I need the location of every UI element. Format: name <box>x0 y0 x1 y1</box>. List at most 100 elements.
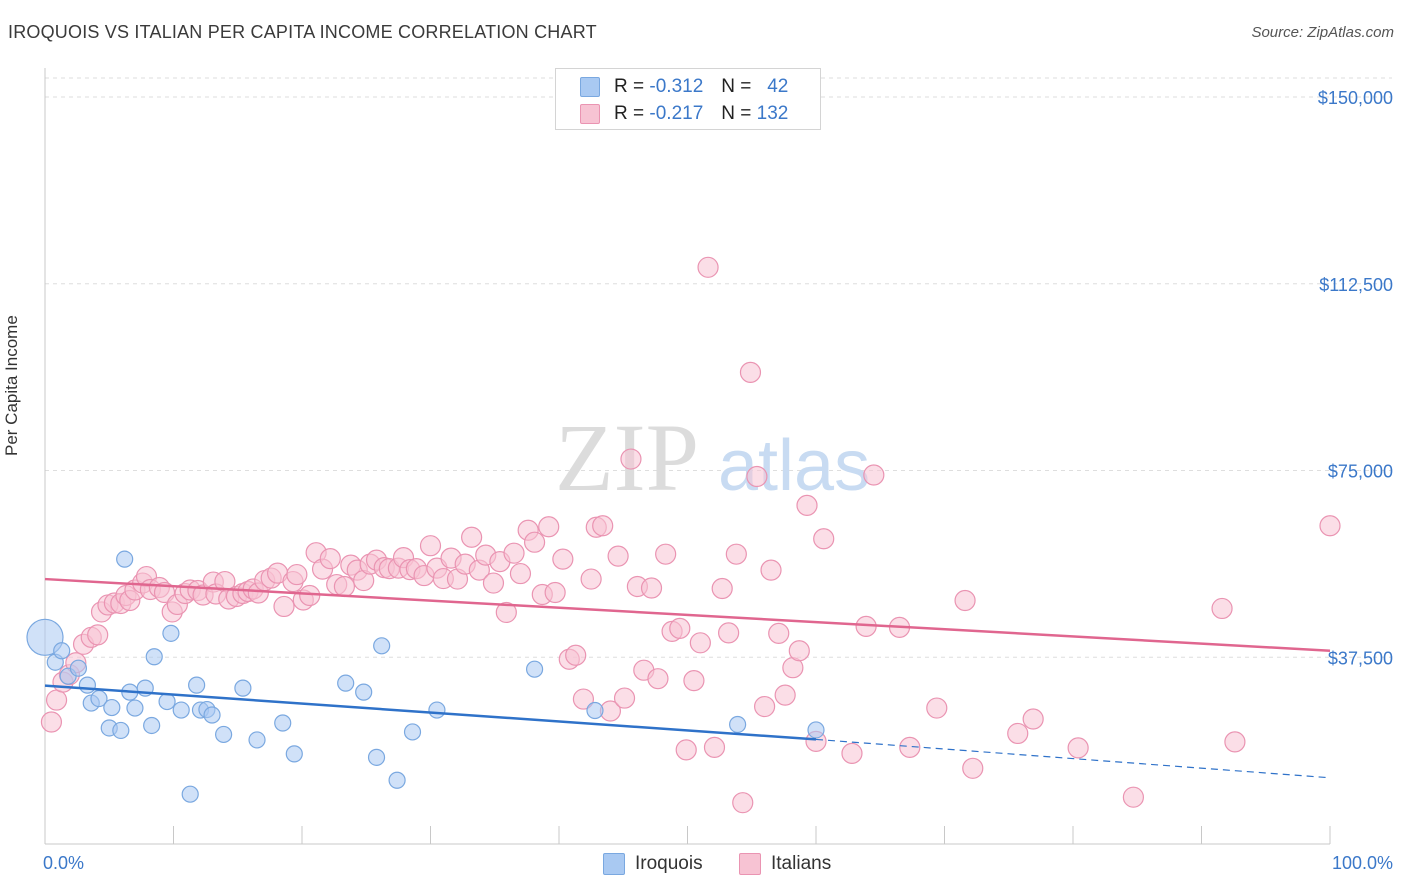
italians-point <box>286 563 308 586</box>
italians-point <box>962 757 984 779</box>
italians-point <box>954 589 976 612</box>
trend-lines <box>44 577 1331 779</box>
italians-point <box>725 543 747 565</box>
bottom-legend-italians: Italians <box>739 851 831 877</box>
iroquois-point <box>188 676 206 694</box>
legend-n-value: 42 <box>767 76 789 97</box>
legend-row-iroquois: R = -0.312 N = 42 <box>580 75 788 99</box>
italians-point <box>580 568 602 590</box>
bottom-legend-label-italians: Italians <box>771 853 832 874</box>
italians-point <box>863 464 885 486</box>
italians-point <box>640 577 663 599</box>
iroquois-point <box>103 698 121 717</box>
italians-point <box>544 581 566 604</box>
italians-point <box>565 644 587 666</box>
italians-point <box>768 622 790 644</box>
italians-point <box>620 448 642 470</box>
italians-point <box>607 545 629 567</box>
iroquois-point <box>285 745 303 763</box>
iroquois-trend-extension <box>815 738 1331 779</box>
italians-point <box>503 542 525 564</box>
iroquois-point <box>162 624 180 642</box>
y-tick-label: $37,500 <box>1328 648 1393 668</box>
italians-point <box>774 684 796 706</box>
iroquois-point <box>525 660 544 678</box>
italians-point <box>592 515 614 537</box>
italians-point <box>753 695 776 718</box>
italians-point <box>552 548 574 570</box>
italians-point <box>1319 515 1341 537</box>
iroquois-point <box>78 676 97 694</box>
italians-point <box>683 670 705 692</box>
italians-point <box>572 688 595 710</box>
legend-n-value: 132 <box>756 103 789 124</box>
iroquois-point <box>729 715 747 734</box>
italians-point <box>461 526 483 548</box>
iroquois-point <box>234 679 252 697</box>
italians-point <box>655 543 677 565</box>
correlation-legend: R = -0.312 N = 42 R = -0.217 N = 132 <box>555 68 821 130</box>
legend-r-value: -0.312 <box>649 76 704 97</box>
iroquois-point <box>274 714 292 732</box>
legend-n-label: N = <box>721 76 752 97</box>
italians-point <box>40 711 63 733</box>
iroquois-point <box>428 701 446 719</box>
italians-point <box>419 535 442 557</box>
iroquois-point <box>116 550 134 568</box>
italians-point <box>1007 722 1029 745</box>
bottom-legend-swatch-iroquois <box>603 853 625 875</box>
italians-point <box>45 689 68 711</box>
x-tick-label: 0.0% <box>43 853 84 873</box>
italians-point <box>697 256 719 278</box>
italians-point <box>689 632 711 654</box>
italians-point <box>482 572 505 594</box>
iroquois-point <box>215 725 233 744</box>
bottom-legend-swatch-italians <box>739 853 761 875</box>
legend-row-italians: R = -0.217 N = 132 <box>580 102 788 126</box>
italians-point <box>813 528 835 550</box>
iroquois-point <box>403 723 422 741</box>
italians-point <box>718 622 740 644</box>
iroquois-point <box>143 716 161 735</box>
y-tick-label: $75,000 <box>1328 462 1393 482</box>
y-tick-label: $150,000 <box>1318 88 1393 108</box>
source-label: Source: ZipAtlas.com <box>1251 24 1394 41</box>
iroquois-point <box>248 731 266 749</box>
bottom-legend-label-iroquois: Iroquois <box>635 853 703 874</box>
italians-point <box>796 494 818 516</box>
italians-point <box>1211 597 1233 620</box>
italians-point <box>1022 708 1044 730</box>
watermark-atlas: atlas <box>718 426 870 506</box>
italians-point <box>87 624 109 646</box>
y-tick-labels: $37,500 $75,000 $112,500 $150,000 <box>1318 88 1393 668</box>
italians-point <box>319 548 341 570</box>
iroquois-point <box>203 706 221 724</box>
gridlines <box>45 77 1392 658</box>
italians-point <box>899 736 921 758</box>
italians-point <box>1067 737 1089 759</box>
iroquois-point <box>112 721 130 740</box>
x-tick-label: 100.0% <box>1332 853 1393 873</box>
iroquois-point <box>355 683 373 701</box>
iroquois-point <box>126 699 144 717</box>
italians-point <box>333 575 356 598</box>
legend-n-label: N = <box>721 103 752 124</box>
y-tick-label: $112,500 <box>1319 275 1393 295</box>
italians-point <box>647 668 669 690</box>
italians-point <box>523 531 546 553</box>
italians-point <box>538 516 560 538</box>
bottom-legend-iroquois: Iroquois <box>603 851 703 877</box>
iroquois-point <box>181 785 199 803</box>
italians-point <box>926 697 948 719</box>
italians-point <box>788 640 810 662</box>
italians-points <box>40 256 1341 814</box>
iroquois-point <box>388 771 406 789</box>
italians-point <box>495 601 517 624</box>
iroquois-point <box>69 659 88 677</box>
legend-r-value: -0.217 <box>649 103 704 124</box>
italians-point <box>841 742 863 764</box>
iroquois-trend-line <box>44 684 817 741</box>
italians-point <box>732 792 754 814</box>
watermark: ZIP atlas <box>555 404 870 511</box>
